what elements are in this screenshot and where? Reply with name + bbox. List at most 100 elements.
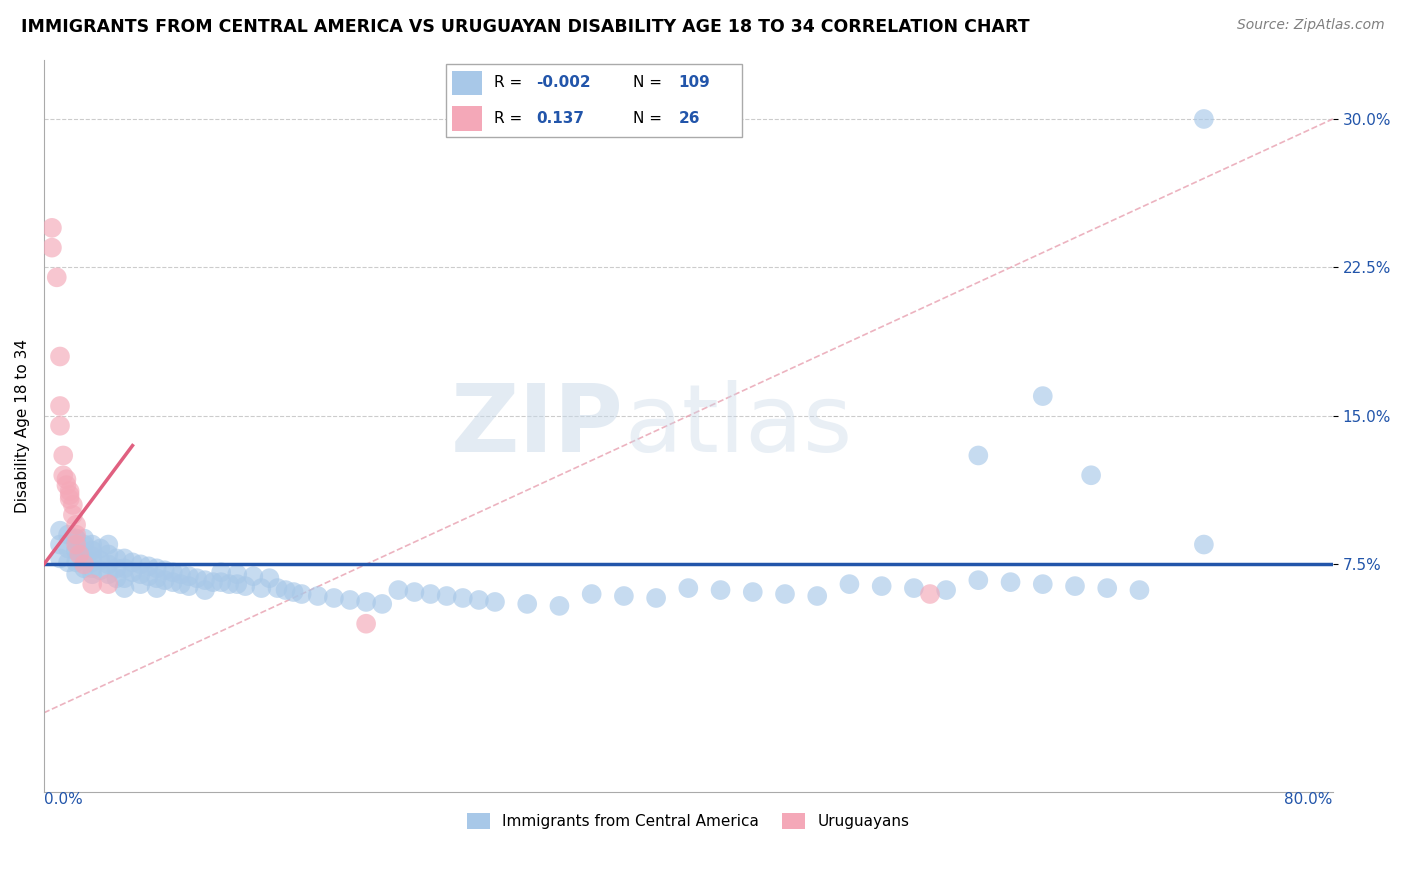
Point — [1000, 575, 1022, 590]
Point — [283, 585, 305, 599]
Point — [82, 549, 104, 564]
Point — [105, 571, 128, 585]
Point — [242, 569, 264, 583]
Point — [49, 418, 72, 433]
Point — [645, 591, 668, 605]
Point — [49, 399, 72, 413]
Point — [1095, 581, 1118, 595]
Point — [259, 571, 281, 585]
Point — [55, 478, 77, 492]
Point — [89, 541, 111, 556]
Point — [516, 597, 538, 611]
Text: 0.137: 0.137 — [537, 111, 585, 126]
Point — [67, 548, 90, 562]
Point — [65, 543, 87, 558]
Point — [838, 577, 860, 591]
Point — [41, 241, 63, 255]
Point — [114, 551, 136, 566]
Point — [1064, 579, 1087, 593]
Text: atlas: atlas — [624, 380, 852, 472]
Point — [82, 555, 104, 569]
Y-axis label: Disability Age 18 to 34: Disability Age 18 to 34 — [15, 339, 30, 513]
Point — [233, 579, 256, 593]
Point — [1192, 112, 1215, 126]
Point — [89, 563, 111, 577]
Point — [73, 561, 96, 575]
Point — [186, 571, 208, 585]
Point — [105, 551, 128, 566]
Point — [226, 567, 249, 582]
Legend: Immigrants from Central America, Uruguayans: Immigrants from Central America, Uruguay… — [461, 807, 915, 836]
Point — [419, 587, 441, 601]
Point — [162, 566, 184, 580]
Point — [65, 517, 87, 532]
Point — [1032, 577, 1054, 591]
Point — [468, 593, 491, 607]
Point — [97, 548, 120, 562]
Text: ZIP: ZIP — [451, 380, 624, 472]
Point — [678, 581, 700, 595]
Point — [138, 569, 160, 583]
Point — [82, 537, 104, 551]
Point — [65, 555, 87, 569]
Text: 109: 109 — [679, 76, 710, 90]
Point — [209, 575, 232, 590]
Point — [121, 555, 143, 569]
Point — [322, 591, 344, 605]
Point — [82, 561, 104, 575]
Point — [935, 583, 957, 598]
Text: R =: R = — [495, 76, 527, 90]
Point — [1080, 468, 1102, 483]
Point — [65, 532, 87, 546]
Point — [773, 587, 796, 601]
Point — [89, 553, 111, 567]
Point — [65, 527, 87, 541]
Point — [177, 579, 200, 593]
Point — [129, 567, 152, 582]
Point — [266, 581, 288, 595]
Point — [121, 566, 143, 580]
Point — [145, 581, 167, 595]
Point — [218, 577, 240, 591]
Point — [404, 585, 426, 599]
Point — [162, 575, 184, 590]
Text: Source: ZipAtlas.com: Source: ZipAtlas.com — [1237, 18, 1385, 32]
Point — [129, 577, 152, 591]
Point — [371, 597, 394, 611]
Point — [387, 583, 409, 598]
Point — [56, 541, 79, 556]
Point — [153, 563, 176, 577]
Point — [1032, 389, 1054, 403]
Text: -0.002: -0.002 — [537, 76, 592, 90]
Point — [202, 575, 225, 590]
Point — [1128, 583, 1150, 598]
Point — [65, 543, 87, 558]
Text: 80.0%: 80.0% — [1285, 792, 1333, 807]
Point — [105, 561, 128, 575]
Point — [903, 581, 925, 595]
Point — [153, 573, 176, 587]
Point — [56, 555, 79, 569]
Point — [1192, 537, 1215, 551]
Point — [484, 595, 506, 609]
Point — [49, 350, 72, 364]
Point — [52, 449, 75, 463]
Point — [741, 585, 763, 599]
Point — [170, 567, 193, 582]
Text: 0.0%: 0.0% — [44, 792, 83, 807]
Point — [870, 579, 893, 593]
Point — [194, 573, 217, 587]
Text: R =: R = — [495, 111, 527, 126]
Text: N =: N = — [633, 111, 668, 126]
Point — [226, 577, 249, 591]
Point — [62, 498, 84, 512]
Point — [82, 567, 104, 582]
Point — [129, 558, 152, 572]
Point — [548, 599, 571, 613]
Point — [613, 589, 636, 603]
Point — [581, 587, 603, 601]
Point — [436, 589, 458, 603]
Point — [209, 566, 232, 580]
Point — [307, 589, 329, 603]
Point — [145, 561, 167, 575]
